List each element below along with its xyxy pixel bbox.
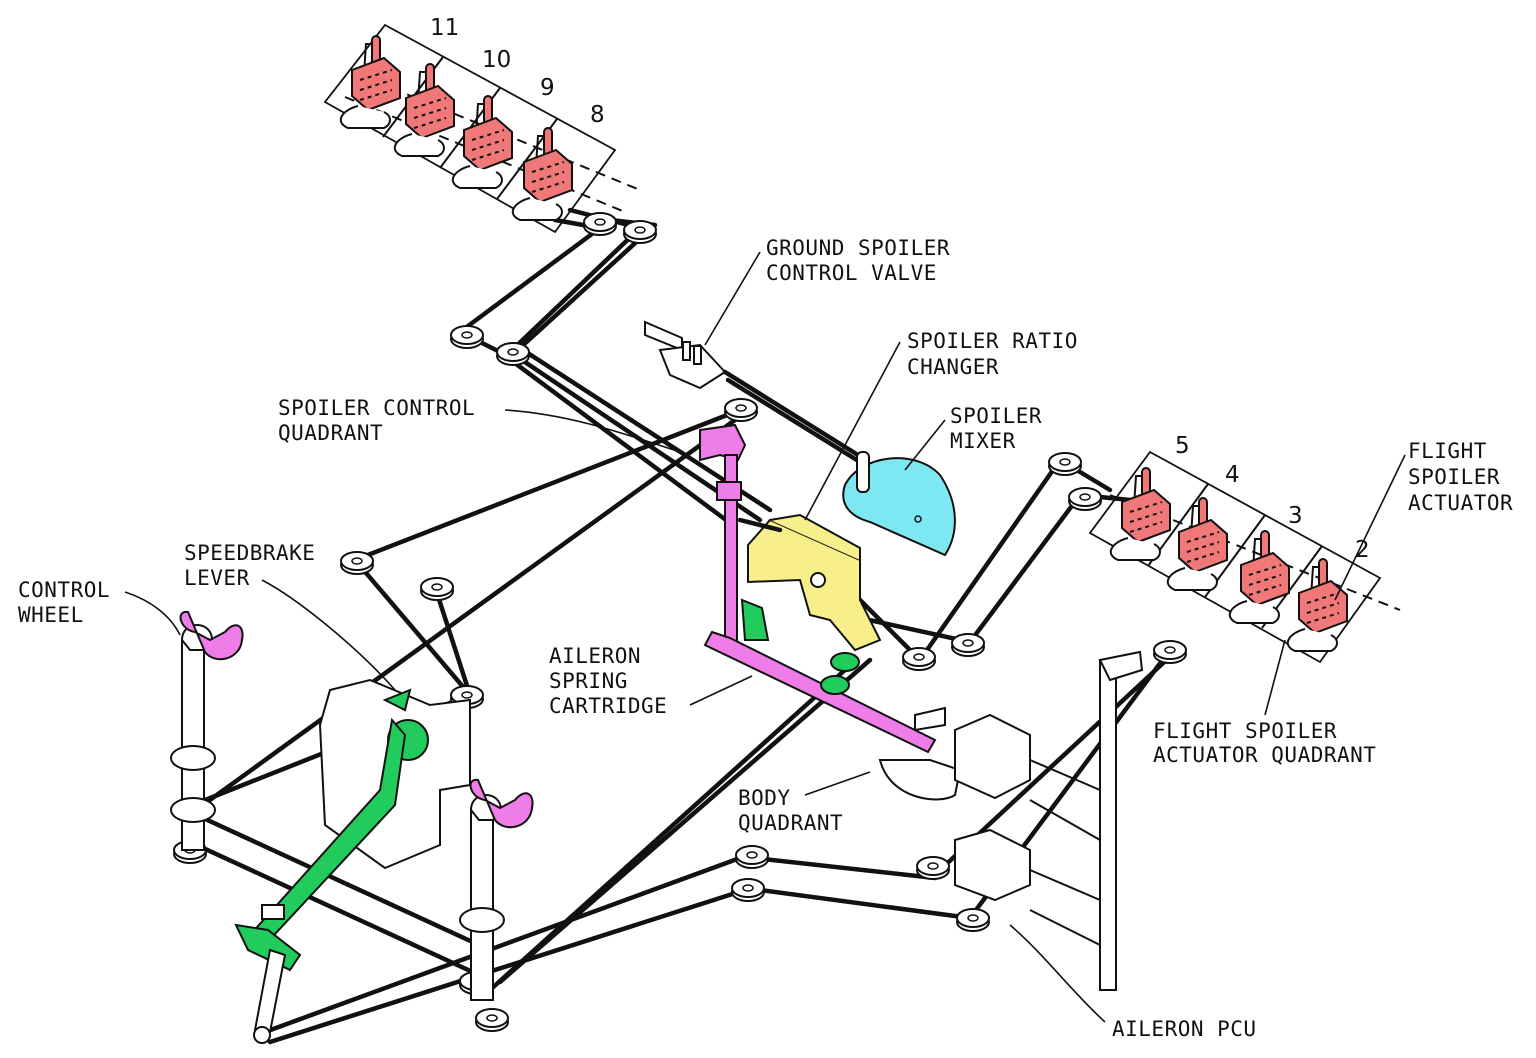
label-spoiler-ratio-changer-line2: CHANGER: [907, 355, 999, 379]
control-wheel-horn: [469, 778, 534, 829]
spoiler-number-4: 4: [1225, 462, 1240, 488]
pulley-icon: [1048, 452, 1082, 476]
control-wheel-icon: [170, 610, 244, 851]
label-body-quadrant-line1: BODY: [738, 786, 791, 810]
control-wheel-columns: [170, 610, 534, 1001]
spoiler-numbers: 11 10 9 8 5 4 3 2: [430, 15, 1370, 563]
green-crank: [830, 652, 860, 672]
label-aileron-spring-cartridge-line3: CARTRIDGE: [549, 694, 667, 718]
pulley-icon: [450, 325, 484, 349]
label-flight-spoiler-actuator-quadrant-line2: ACTUATOR QUADRANT: [1153, 743, 1376, 767]
pulley-icon: [724, 398, 758, 422]
label-control-wheel-line2: WHEEL: [18, 603, 84, 627]
spoiler-number-8: 8: [590, 102, 605, 128]
control-wheel-horn: [179, 610, 244, 661]
aileron-pcu: [954, 650, 1144, 991]
spoiler-quadrant-head: [699, 423, 747, 462]
pulley-icon: [1068, 487, 1102, 511]
label-spoiler-mixer-line2: MIXER: [950, 429, 1016, 453]
pulley-icon: [951, 633, 985, 657]
label-aileron-spring-cartridge-line2: SPRING: [549, 669, 628, 693]
spoiler-number-10: 10: [482, 47, 511, 73]
spoiler-control-quadrant: [699, 423, 937, 754]
label-ground-spoiler-valve-line2: CONTROL VALVE: [766, 261, 937, 285]
pulley-icon: [623, 220, 657, 244]
pulley-icon: [902, 647, 936, 671]
pulley-icon: [340, 551, 374, 575]
mixer-body: [842, 457, 956, 557]
ground-spoiler-control-valve: [644, 320, 863, 465]
label-control-wheel-line1: CONTROL: [18, 578, 110, 602]
pulley-icon: [496, 342, 530, 366]
pulley-icon: [916, 856, 950, 880]
pulley-icon: [1153, 640, 1187, 664]
pulley-icon: [475, 1008, 509, 1032]
spoiler-quadrant-collar: [716, 481, 742, 501]
label-spoiler-ratio-changer-line1: SPOILER RATIO: [907, 329, 1078, 353]
label-flight-spoiler-actuator-line1: FLIGHT: [1408, 439, 1487, 463]
label-flight-spoiler-actuator-line3: ACTUATOR: [1408, 491, 1513, 515]
spoiler-mixer: [842, 451, 956, 557]
pulley-icon: [420, 577, 454, 601]
callout-leaders: [124, 251, 1406, 1023]
label-aileron-pcu: AILERON PCU: [1112, 1017, 1257, 1041]
label-speedbrake-lever-line2: LEVER: [184, 566, 250, 590]
spoiler-number-9: 9: [540, 75, 555, 101]
label-spoiler-control-quadrant-line2: QUADRANT: [278, 421, 383, 445]
control-wheel-icon: [459, 778, 534, 1001]
label-spoiler-mixer-line1: SPOILER: [950, 404, 1042, 428]
spoiler-number-5: 5: [1175, 433, 1190, 459]
speedbrake-lever-handle: [382, 688, 412, 712]
label-body-quadrant-line2: QUADRANT: [738, 811, 843, 835]
aileron-spring-cartridge-rod: [703, 630, 937, 754]
pulley-icon: [583, 212, 617, 236]
spoiler-number-3: 3: [1288, 503, 1303, 529]
label-spoiler-control-quadrant-line1: SPOILER CONTROL: [278, 396, 475, 420]
pulley-icon: [956, 908, 990, 932]
green-sector: [740, 598, 770, 641]
callout-labels: GROUND SPOILER CONTROL VALVE SPOILER RAT…: [18, 236, 1513, 1041]
spoiler-number-2: 2: [1355, 537, 1370, 563]
speedbrake-lever-assembly: [234, 678, 471, 1044]
label-aileron-spring-cartridge-line1: AILERON: [549, 644, 641, 668]
green-crank-2: [820, 675, 850, 695]
label-flight-spoiler-actuator-quadrant-line1: FLIGHT SPOILER: [1153, 719, 1337, 743]
pulley-icon: [735, 845, 769, 869]
spoiler-number-11: 11: [430, 15, 459, 41]
body-quadrant: [878, 706, 962, 801]
label-flight-spoiler-actuator-line2: SPOILER: [1408, 465, 1500, 489]
label-speedbrake-lever-line1: SPEEDBRAKE: [184, 541, 315, 565]
pulley-icon: [731, 878, 765, 902]
label-ground-spoiler-valve-line1: GROUND SPOILER: [766, 236, 950, 260]
spoiler-ratio-changer: [737, 513, 882, 652]
